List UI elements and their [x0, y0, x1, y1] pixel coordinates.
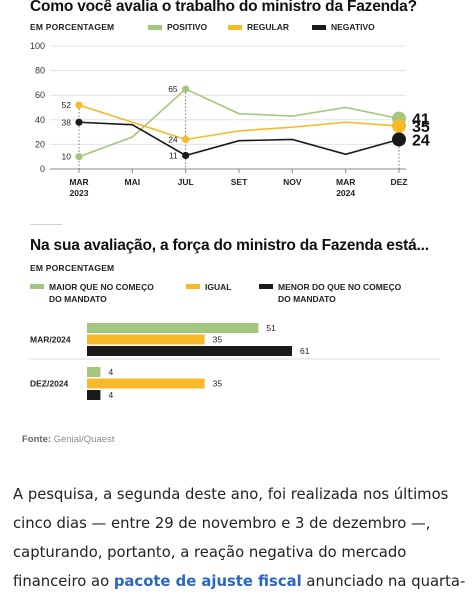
- x-tick-label: MAI: [125, 177, 141, 187]
- bar: [87, 346, 292, 356]
- legend-maior: MAIOR QUE NO COMEÇO DO MANDATO: [30, 281, 190, 307]
- y-tick-label: 0: [40, 164, 45, 174]
- y-tick-label: 80: [35, 66, 45, 76]
- pacote-ajuste-fiscal-link[interactable]: pacote de ajuste fiscal: [113, 573, 302, 590]
- article-line: capturando, portanto, a reação negativa …: [13, 544, 407, 561]
- legend-label-regular: REGULAR: [247, 22, 290, 32]
- data-point: [182, 85, 190, 93]
- data-label: 10: [62, 152, 72, 162]
- chart1-title: Como você avalia o trabalho do ministro …: [30, 0, 417, 15]
- section-divider: [30, 224, 62, 225]
- y-tick-label: 60: [35, 90, 45, 100]
- y-tick-label: 100: [30, 41, 45, 51]
- x-tick-label: DEZ: [391, 177, 408, 187]
- article-line: A pesquisa, a segunda deste ano, foi rea…: [13, 486, 449, 503]
- data-point: [75, 101, 83, 109]
- category-label: DEZ/2024: [30, 379, 69, 389]
- x-tick-label: SET: [231, 177, 248, 187]
- bar-value-label: 4: [108, 367, 113, 377]
- legend-menor: MENOR DO QUE NO COMEÇO DO MANDATO: [259, 281, 439, 307]
- x-tick-label: NOV: [283, 177, 302, 187]
- legend-label-positivo: POSITIVO: [167, 22, 208, 32]
- data-label: 24: [412, 132, 430, 149]
- data-point: [182, 151, 190, 160]
- legend-label-menor-1: MENOR DO QUE NO COMEÇO: [278, 282, 402, 292]
- y-tick-label: 40: [35, 115, 45, 125]
- data-label: 24: [168, 134, 178, 144]
- legend-regular: REGULAR: [228, 22, 289, 32]
- bar: [87, 323, 259, 333]
- data-label: 41: [412, 112, 430, 129]
- article-line: financeiro ao pacote de ajuste fiscal an…: [13, 573, 466, 590]
- legend-swatch-regular: [228, 24, 242, 30]
- category-label: MAR/2024: [30, 335, 71, 345]
- chart2-subtitle: EM PORCENTAGEM: [30, 263, 115, 273]
- article-line: cinco dias — entre 29 de novembro e 3 de…: [13, 515, 431, 532]
- chart2-title: Na sua avaliação, a força do ministro da…: [30, 237, 429, 254]
- x-tick-label: 2023: [70, 188, 89, 198]
- y-tick-label: 20: [35, 139, 45, 149]
- series-line-regular: [78, 104, 400, 141]
- data-point: [75, 118, 83, 126]
- data-label: 38: [62, 117, 72, 127]
- bar: [87, 390, 101, 400]
- legend-igual: IGUAL: [186, 281, 256, 295]
- series-line-positivo: [78, 88, 400, 158]
- series-line-negativo: [78, 121, 400, 157]
- legend-swatch-negativo: [312, 24, 326, 30]
- source-note: Fonte: Genial/Quaest: [22, 434, 114, 445]
- data-label: 65: [168, 84, 178, 94]
- legend-negativo: NEGATIVO: [312, 22, 375, 32]
- source-text: Genial/Quaest: [53, 434, 115, 445]
- legend-label-menor-2: DO MANDATO: [278, 294, 336, 304]
- legend-swatch-igual: [186, 284, 200, 289]
- legend-swatch-menor: [259, 284, 273, 289]
- legend-label-igual: IGUAL: [205, 282, 232, 292]
- legend-label-maior-2: DO MANDATO: [49, 294, 107, 304]
- legend-swatch-positivo: [148, 24, 162, 30]
- bar-value-label: 35: [213, 335, 223, 345]
- bar: [87, 334, 205, 345]
- legend-label-maior-1: MAIOR QUE NO COMEÇO: [49, 282, 154, 292]
- x-tick-label: 2024: [336, 188, 355, 198]
- data-point: [75, 153, 83, 161]
- x-tick-label: JUL: [178, 177, 194, 187]
- bar-value-label: 51: [266, 323, 276, 333]
- legend-swatch-maior: [30, 284, 44, 289]
- data-point: [392, 118, 406, 133]
- bar-value-label: 61: [300, 346, 310, 356]
- bar: [87, 378, 205, 389]
- data-point: [392, 132, 406, 147]
- bar-value-label: 4: [108, 390, 113, 400]
- data-label: 35: [412, 119, 430, 136]
- bar-value-label: 35: [213, 379, 223, 389]
- data-label: 52: [62, 100, 72, 110]
- x-tick-label: MAR: [69, 177, 88, 187]
- legend-positivo: POSITIVO: [148, 22, 207, 32]
- source-label: Fonte:: [22, 434, 52, 445]
- data-point: [182, 135, 190, 144]
- bar-chart: MAR/2024 51 35 61 DEZ/2024 4 35 4: [28, 323, 440, 400]
- legend-label-negativo: NEGATIVO: [331, 22, 375, 32]
- x-tick-label: MAR: [336, 177, 355, 187]
- article-body: A pesquisa, a segunda deste ano, foi rea…: [13, 480, 473, 596]
- data-label: 11: [169, 150, 178, 160]
- chart1-subtitle: EM PORCENTAGEM: [30, 22, 115, 32]
- bar: [87, 367, 101, 377]
